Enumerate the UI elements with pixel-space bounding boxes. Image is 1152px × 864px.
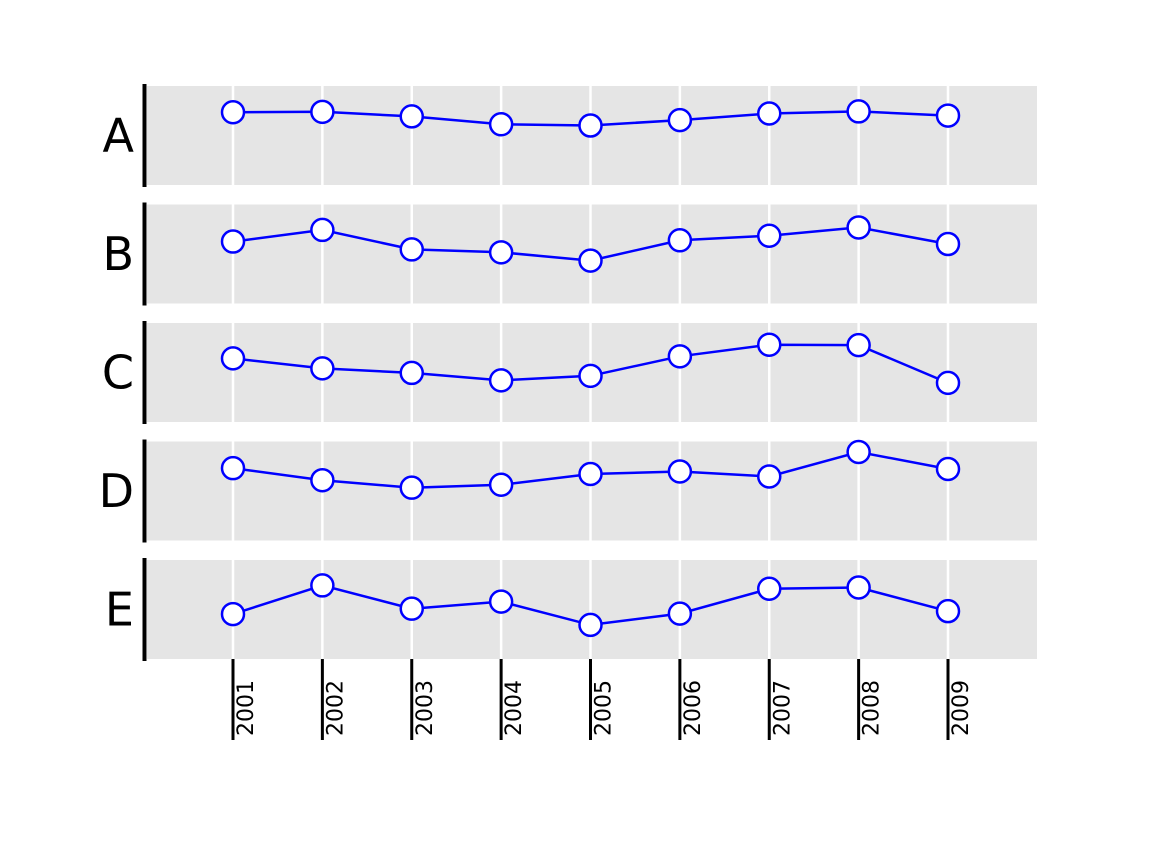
panels-group: A B C D E: [99, 84, 1037, 661]
panel-label: A: [103, 109, 135, 163]
data-point: [935, 370, 961, 396]
data-point: [578, 113, 603, 138]
panel-a: A: [103, 84, 1037, 187]
panel-label: C: [102, 346, 134, 400]
x-tick-label: 2006: [681, 680, 706, 736]
data-point: [667, 228, 693, 253]
data-point: [757, 576, 782, 601]
data-point: [399, 104, 424, 129]
panel-label: B: [102, 227, 134, 281]
data-point: [757, 223, 782, 248]
data-point: [667, 459, 693, 484]
data-point: [667, 344, 693, 369]
data-point: [935, 103, 961, 128]
data-point: [488, 589, 514, 614]
data-point: [935, 231, 961, 257]
data-point: [220, 229, 246, 254]
data-point: [488, 240, 514, 265]
data-point: [757, 101, 782, 126]
data-point: [578, 248, 603, 273]
data-point: [667, 107, 693, 133]
x-tick-label: 2002: [323, 680, 348, 736]
panel-c: C: [102, 321, 1037, 424]
data-point: [846, 215, 871, 240]
data-point: [310, 573, 335, 598]
data-point: [220, 455, 246, 481]
x-tick-label: 2007: [770, 680, 795, 736]
data-point: [399, 475, 424, 500]
panel-d: D: [99, 439, 1037, 543]
panel-label: E: [105, 583, 134, 637]
data-point: [667, 601, 693, 626]
panel-label: D: [99, 464, 134, 518]
data-point: [846, 575, 871, 600]
data-point: [310, 217, 335, 243]
panel-e: E: [105, 558, 1037, 661]
x-tick-label: 2001: [234, 680, 259, 736]
data-point: [488, 368, 514, 393]
data-point: [220, 100, 246, 125]
data-point: [935, 598, 961, 624]
panel-background: [147, 441, 1037, 541]
x-tick-label: 2009: [949, 680, 974, 736]
data-point: [399, 596, 424, 621]
data-point: [488, 112, 514, 137]
data-point: [399, 360, 424, 386]
data-point: [757, 332, 782, 357]
data-point: [310, 99, 335, 125]
x-tick-label: 2003: [413, 680, 438, 736]
x-tick-label: 2008: [860, 680, 885, 736]
data-point: [310, 356, 335, 381]
data-point: [578, 363, 603, 389]
data-point: [220, 601, 246, 627]
data-point: [578, 612, 603, 638]
data-point: [220, 346, 246, 371]
x-tick-label: 2005: [592, 680, 617, 736]
data-point: [310, 467, 335, 493]
data-point: [846, 332, 871, 358]
data-point: [578, 461, 603, 487]
data-point: [757, 464, 782, 489]
panel-b: B: [102, 202, 1037, 306]
data-point: [399, 237, 424, 262]
data-point: [935, 456, 961, 482]
x-tick-label: 2004: [502, 680, 527, 736]
x-axis: 2001 2002 2003 2004 2005 2006 2007 2008 2009: [231, 659, 974, 740]
panel-background: [147, 560, 1037, 659]
data-point: [846, 439, 871, 465]
data-point: [488, 472, 514, 498]
data-point: [846, 99, 871, 124]
